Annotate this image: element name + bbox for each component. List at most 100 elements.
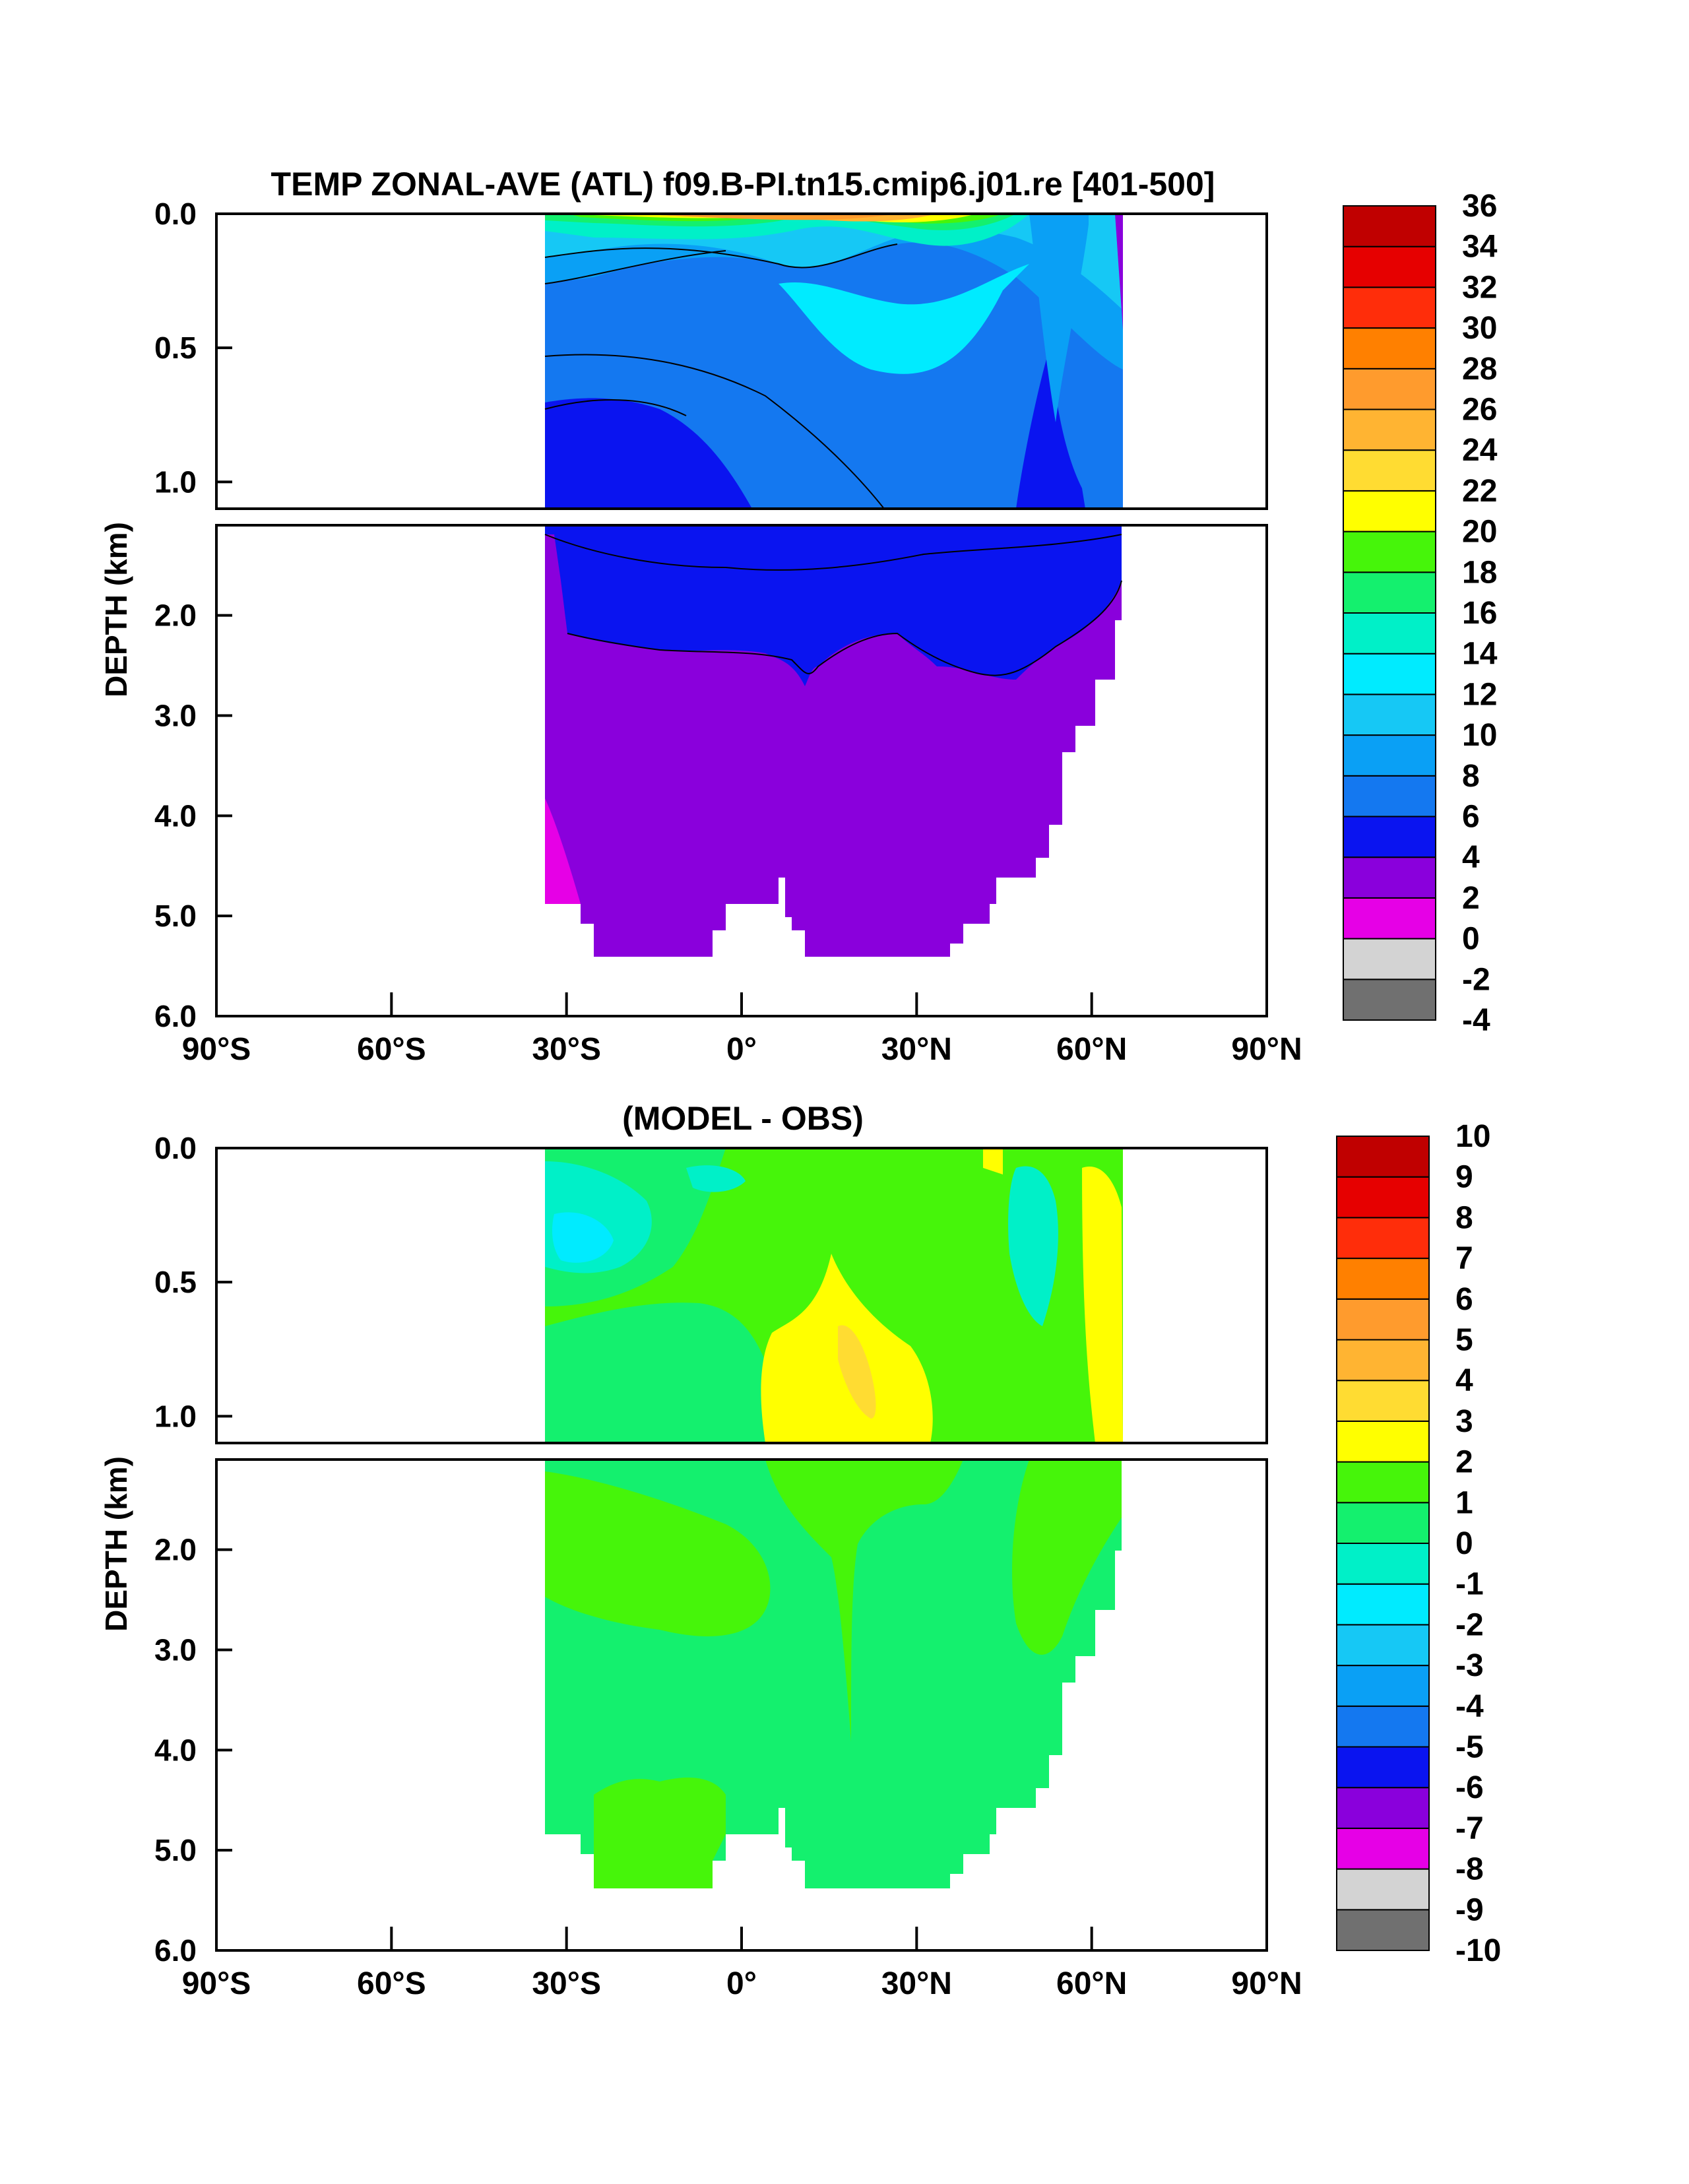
- bottom-colorbar-box: [1336, 1176, 1430, 1219]
- top-xtick-label: 90°N: [1231, 1032, 1302, 1067]
- top-colorbar-label: 10: [1462, 718, 1497, 753]
- bottom-xtick-label: 90°S: [182, 1966, 251, 2001]
- bottom-colorbar-label: 7: [1455, 1241, 1473, 1276]
- bottom-colorbar-label: 8: [1455, 1200, 1473, 1235]
- top-colorbar-label: 20: [1462, 515, 1497, 550]
- bottom-panel: (MODEL - OBS) DEPTH (km) 0.0 0: [99, 1100, 1501, 2001]
- top-upper-field: [215, 212, 1268, 510]
- bottom-xtick-label: 60°N: [1056, 1966, 1127, 2001]
- bottom-colorbar-label: 6: [1455, 1282, 1473, 1317]
- top-north-warm-tongue: [1029, 214, 1089, 422]
- top-xtick-label: 30°N: [881, 1032, 952, 1067]
- top-xtick-label: 30°S: [532, 1032, 601, 1067]
- bottom-colorbar-box: [1336, 1380, 1430, 1422]
- top-ytick-label: 6.0: [154, 999, 197, 1033]
- bottom-xtick-label: 0°: [726, 1966, 757, 2001]
- bottom-colorbar-label: -4: [1455, 1689, 1484, 1724]
- bottom-lower-lime-mid: [765, 1460, 963, 1742]
- top-colorbar-box: [1343, 286, 1436, 329]
- bottom-colorbar-box: [1336, 1298, 1430, 1341]
- top-colorbar-box: [1343, 245, 1436, 288]
- top-colorbar-label: 0: [1462, 922, 1480, 957]
- bottom-upper-yellow-north: [1082, 1167, 1123, 1443]
- bottom-upper-cyan-mid: [686, 1165, 746, 1192]
- bottom-xtick-label: 30°S: [532, 1966, 601, 2001]
- top-colorbar-label: 30: [1462, 311, 1497, 346]
- bottom-colorbar-label: -2: [1455, 1607, 1484, 1642]
- top-colorbar-label: 24: [1462, 433, 1498, 468]
- top-colorbar-label: 2: [1462, 881, 1480, 916]
- bottom-colorbar-label: -5: [1455, 1730, 1484, 1765]
- top-ytick-label: 2.0: [154, 598, 197, 633]
- top-colorbar-box: [1343, 653, 1436, 695]
- top-upper-frame: [215, 212, 1268, 510]
- top-colorbar-label: 22: [1462, 474, 1497, 509]
- bottom-x-ticks: 90°S 60°S 30°S 0° 30°N 60°N 90°N: [182, 1927, 1302, 2001]
- top-x-ticks: 90°S 60°S 30°S 0° 30°N 60°N 90°N: [182, 992, 1302, 1067]
- top-colorbar-box: [1343, 449, 1436, 492]
- top-ytick-label: 1.0: [154, 465, 197, 499]
- top-colorbar-box: [1343, 490, 1436, 532]
- bottom-ytick-label: 5.0: [154, 1833, 197, 1867]
- bottom-colorbar-box: [1336, 1136, 1430, 1178]
- top-upper-contours: [544, 243, 898, 509]
- top-ytick-label: 0.0: [154, 197, 197, 231]
- top-colorbar-label: 34: [1462, 230, 1498, 265]
- top-colorbar-label: 4: [1462, 840, 1480, 875]
- top-warm-layer-16: [545, 214, 1123, 369]
- bottom-upper-yellow-top: [983, 1148, 1003, 1174]
- bottom-colorbar-box: [1336, 1909, 1430, 1952]
- top-colorbar-box: [1343, 775, 1436, 818]
- bottom-upper-left-mask: [216, 1148, 545, 1443]
- bottom-colorbar-label: 2: [1455, 1445, 1473, 1480]
- top-panel: TEMP ZONAL-AVE (ATL) f09.B-PI.tn15.cmip6…: [99, 166, 1498, 1067]
- top-colorbar-label: 12: [1462, 677, 1497, 712]
- bottom-colorbar-box: [1336, 1461, 1430, 1504]
- top-colorbar-box: [1343, 205, 1436, 247]
- top-colorbar-box: [1343, 408, 1436, 451]
- top-colorbar-box: [1343, 938, 1436, 980]
- top-xtick-label: 60°S: [357, 1032, 426, 1067]
- top-colorbar-box: [1343, 530, 1436, 573]
- top-colorbar-label: 28: [1462, 352, 1497, 387]
- bottom-y-ticks: 0.0 0.5 1.0 2.0 3.0 4.0 5.0 6.0: [154, 1131, 232, 1968]
- top-ytick-label: 5.0: [154, 899, 197, 933]
- bottom-upper-orange-core: [838, 1325, 876, 1419]
- top-lower-magenta: [545, 798, 581, 904]
- bottom-ytick-label: 1.0: [154, 1399, 197, 1433]
- top-colorbar-box: [1343, 612, 1436, 655]
- bottom-upper-frame: [215, 1147, 1268, 1444]
- top-colorbar-label: 16: [1462, 596, 1497, 631]
- top-xtick-label: 0°: [726, 1032, 757, 1067]
- bottom-colorbar-box: [1336, 1746, 1430, 1789]
- top-lower-contours: [544, 534, 1122, 676]
- bottom-colorbar-label: 4: [1455, 1363, 1473, 1398]
- bottom-colorbar-box: [1336, 1420, 1430, 1463]
- top-y-ticks: 0.0 0.5 1.0 2.0 3.0 4.0 5.0 6.0: [154, 197, 232, 1033]
- top-colorbar-label: 8: [1462, 759, 1480, 794]
- top-lower-blue: [545, 525, 1122, 686]
- bottom-colorbar-label: -3: [1455, 1648, 1484, 1683]
- top-colorbar-box: [1343, 897, 1436, 940]
- top-upper-left-mask: [216, 214, 545, 509]
- top-lower-field: [215, 524, 1268, 1017]
- top-colorbar-label: 14: [1462, 637, 1498, 672]
- bottom-colorbar-box: [1336, 1339, 1430, 1382]
- top-colorbar-label: -2: [1462, 962, 1490, 997]
- bottom-lower-lime-left: [545, 1471, 771, 1636]
- bottom-colorbar-label: 3: [1455, 1404, 1473, 1439]
- bottom-ylabel: DEPTH (km): [99, 1456, 133, 1632]
- bottom-lower-field: [215, 1458, 1268, 1952]
- bottom-colorbar-box: [1336, 1583, 1430, 1626]
- bottom-colorbar-label: -8: [1455, 1852, 1484, 1887]
- top-deep-cold-6: [545, 398, 752, 509]
- top-xtick-label: 60°N: [1056, 1032, 1127, 1067]
- bottom-ytick-label: 2.0: [154, 1533, 197, 1567]
- bottom-colorbar-box: [1336, 1827, 1430, 1870]
- bottom-colorbar-box: [1336, 1868, 1430, 1911]
- top-colorbar-box: [1343, 856, 1436, 899]
- top-ylabel: DEPTH (km): [99, 522, 133, 697]
